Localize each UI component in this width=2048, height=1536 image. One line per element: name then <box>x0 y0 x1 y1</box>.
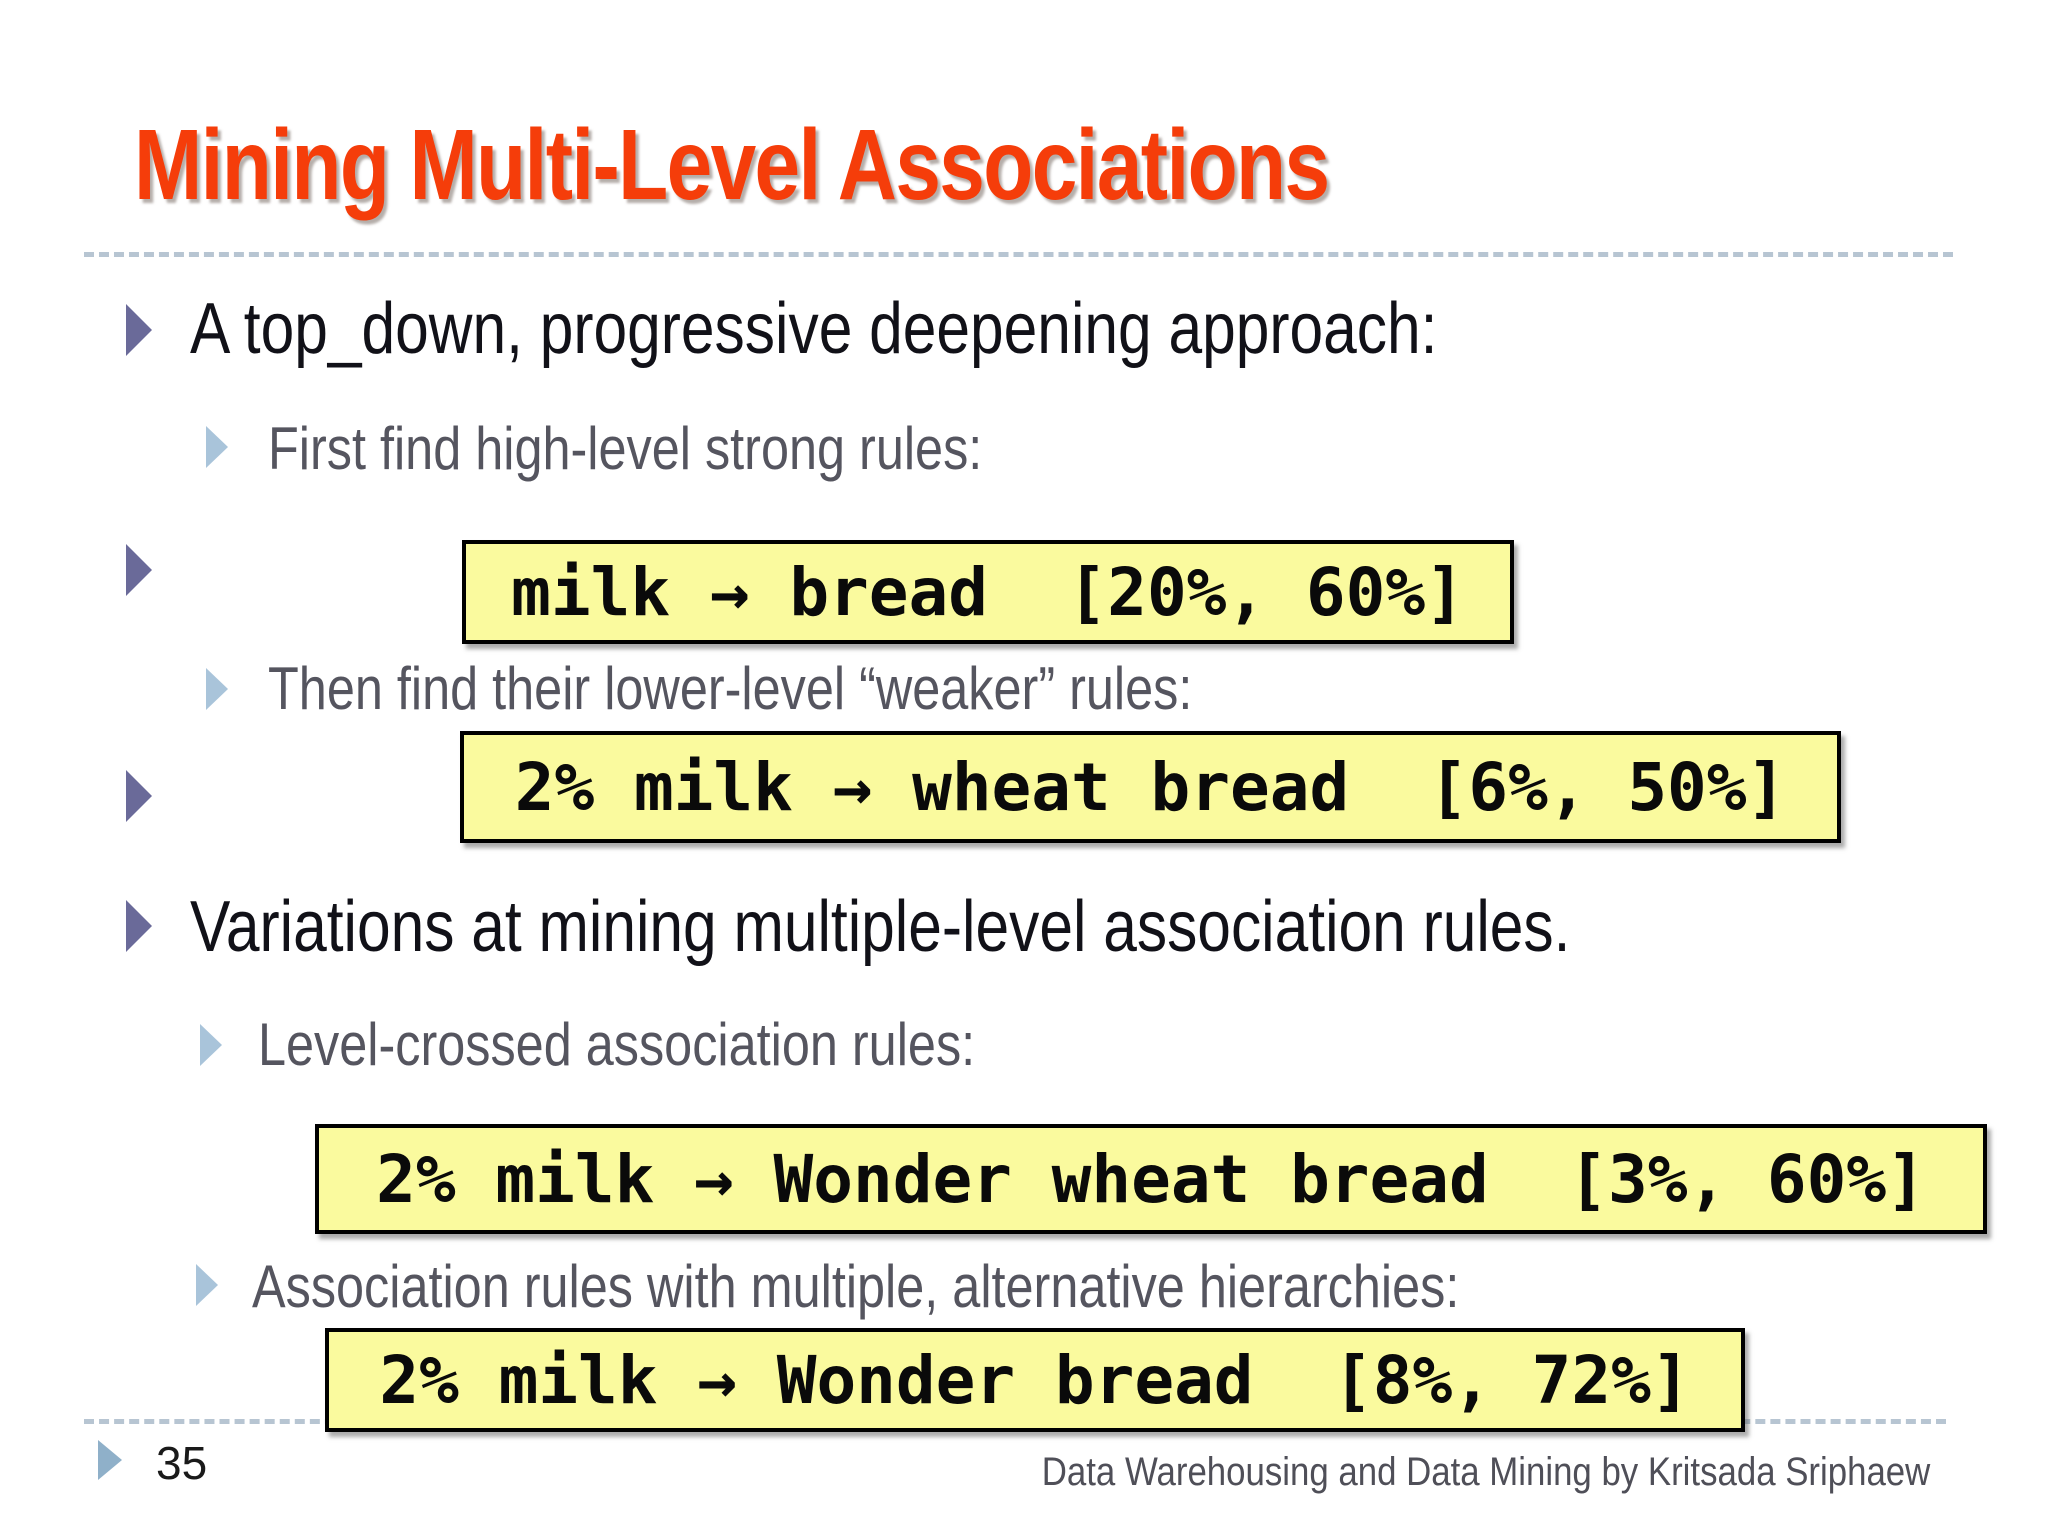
rule-text-high-level: milk → bread [20%, 60%] <box>511 553 1465 631</box>
bullet-arrow-icon <box>126 900 152 952</box>
bullet-arrow-icon <box>206 668 228 710</box>
page-number: 35 <box>156 1437 208 1489</box>
bullet-approach: A top_down, progressive deepening approa… <box>190 289 1438 369</box>
bullet-alt-hierarchies: Association rules with multiple, alterna… <box>252 1253 1460 1320</box>
page-title: Mining Multi-Level Associations <box>134 109 1330 221</box>
rule-box-alt-hierarchy: 2% milk → Wonder bread [8%, 72%] <box>325 1328 1745 1432</box>
bullet-arrow-icon <box>196 1264 218 1306</box>
bullet-level-crossed: Level-crossed association rules: <box>258 1011 976 1078</box>
bullet-arrow-icon <box>206 426 228 468</box>
bullet-arrow-icon <box>200 1024 222 1066</box>
bullet-first-find: First find high-level strong rules: <box>268 415 983 482</box>
rule-box-high-level: milk → bread [20%, 60%] <box>462 540 1514 644</box>
bullet-arrow-icon <box>126 304 152 356</box>
footer-arrow-icon <box>98 1440 122 1480</box>
bullet-then-find: Then find their lower-level “weaker” rul… <box>268 655 1193 722</box>
rule-text-level-crossed: 2% milk → Wonder wheat bread [3%, 60%] <box>376 1140 1926 1218</box>
footer-credit: Data Warehousing and Data Mining by Krit… <box>1041 1450 1930 1494</box>
rule-text-lower-level: 2% milk → wheat bread [6%, 50%] <box>514 748 1787 826</box>
bullet-variations: Variations at mining multiple-level asso… <box>190 887 1571 967</box>
bullet-arrow-icon <box>126 770 152 822</box>
rule-box-level-crossed: 2% milk → Wonder wheat bread [3%, 60%] <box>315 1124 1987 1234</box>
rule-box-lower-level: 2% milk → wheat bread [6%, 50%] <box>460 731 1841 843</box>
bullet-arrow-icon <box>126 544 152 596</box>
rule-text-alt-hierarchy: 2% milk → Wonder bread [8%, 72%] <box>379 1341 1691 1419</box>
title-divider <box>84 252 1953 257</box>
